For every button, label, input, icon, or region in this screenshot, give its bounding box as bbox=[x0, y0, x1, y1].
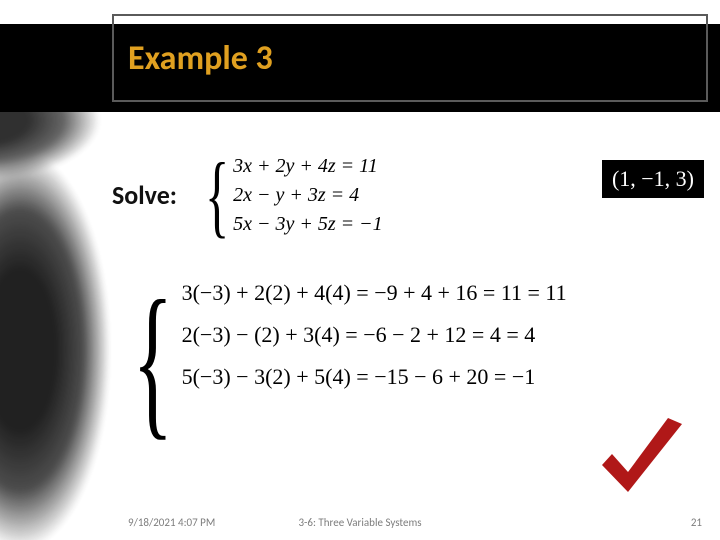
work-line-3: 5(−3) − 3(2) + 5(4) = −15 − 6 + 20 = −1 bbox=[182, 364, 567, 390]
equation-3: 5x − 3y + 5z = −1 bbox=[233, 213, 383, 236]
title-box: Example 3 bbox=[112, 14, 708, 102]
slide: Example 3 Solve: { 3x + 2y + 4z = 11 2x … bbox=[0, 0, 720, 540]
solve-label: Solve: bbox=[112, 179, 177, 211]
background-decoration bbox=[0, 90, 120, 540]
footer-page: 21 bbox=[691, 516, 702, 529]
brace-icon: { bbox=[205, 149, 229, 241]
equation-2: 2x − y + 3z = 4 bbox=[233, 184, 383, 207]
footer-date: 9/18/2021 4:07 PM bbox=[128, 516, 215, 529]
checkmark-icon bbox=[590, 410, 690, 510]
slide-title: Example 3 bbox=[128, 38, 273, 79]
equation-1: 3x + 2y + 4z = 11 bbox=[233, 155, 383, 178]
answer-box: (1, −1, 3) bbox=[602, 160, 704, 198]
work-lines: 3(−3) + 2(2) + 4(4) = −9 + 4 + 16 = 11 =… bbox=[182, 280, 567, 390]
brace-icon: { bbox=[132, 280, 173, 440]
slide-footer: 9/18/2021 4:07 PM 3-6: Three Variable Sy… bbox=[0, 512, 720, 532]
work-line-2: 2(−3) − (2) + 3(4) = −6 − 2 + 12 = 4 = 4 bbox=[182, 322, 567, 348]
work-line-1: 3(−3) + 2(2) + 4(4) = −9 + 4 + 16 = 11 =… bbox=[182, 280, 567, 306]
footer-title: 3-6: Three Variable Systems bbox=[298, 516, 421, 529]
equation-system: 3x + 2y + 4z = 11 2x − y + 3z = 4 5x − 3… bbox=[233, 155, 383, 236]
